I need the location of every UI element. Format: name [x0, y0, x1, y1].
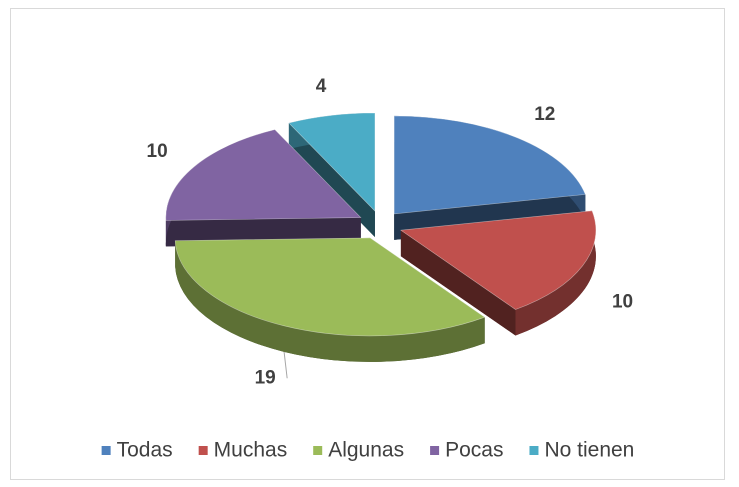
- slice-top: [165, 129, 362, 221]
- pie-slice: [174, 237, 486, 362]
- legend-label: Pocas: [445, 439, 503, 462]
- slice-top: [393, 115, 586, 215]
- pie-slice: [400, 210, 597, 336]
- slice-side: [175, 240, 485, 362]
- pie-slice: [165, 129, 362, 247]
- legend-swatch: [313, 446, 323, 455]
- data-label: 19: [255, 367, 276, 388]
- data-label: 4: [316, 76, 327, 97]
- slice-side: [515, 210, 596, 336]
- legend-swatch: [529, 446, 539, 455]
- data-label: 10: [147, 141, 168, 162]
- legend-swatch: [198, 446, 208, 455]
- leader-line: [283, 351, 288, 379]
- legend-swatch: [430, 446, 440, 455]
- slice-wall: [400, 230, 516, 336]
- legend-swatch: [101, 446, 111, 455]
- legend-label: No tienen: [544, 439, 634, 462]
- slice-wall: [288, 123, 375, 237]
- data-label: 10: [612, 291, 633, 312]
- slice-top: [174, 237, 486, 337]
- slice-top: [400, 210, 597, 310]
- data-label: 12: [534, 104, 555, 125]
- legend-label: Todas: [117, 439, 173, 462]
- legend-label: Muchas: [214, 439, 288, 462]
- slice-top: [288, 112, 376, 212]
- legend-label: Algunas: [328, 439, 404, 462]
